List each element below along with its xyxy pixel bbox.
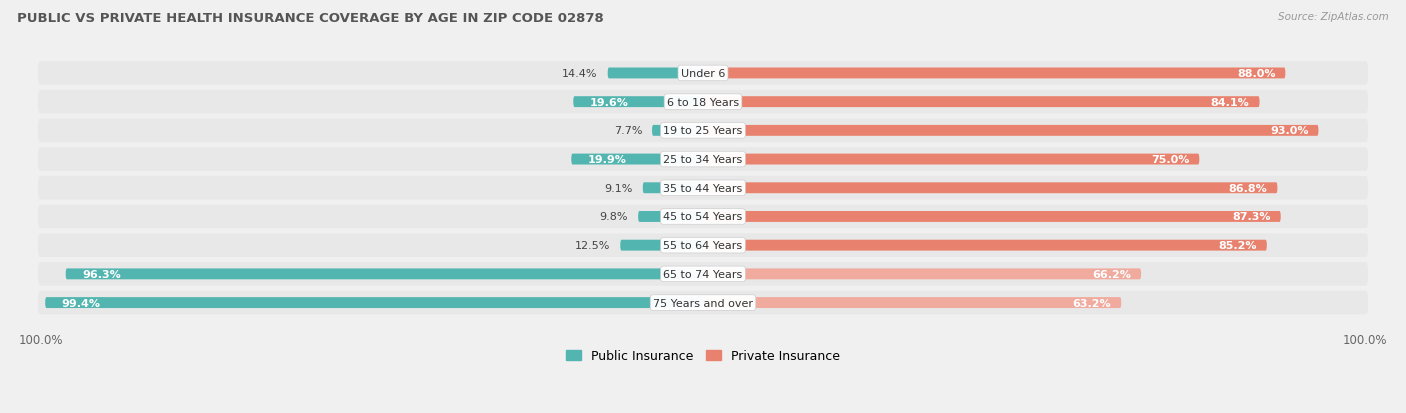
Text: 35 to 44 Years: 35 to 44 Years bbox=[664, 183, 742, 193]
Text: 93.0%: 93.0% bbox=[1270, 126, 1309, 136]
Text: 85.2%: 85.2% bbox=[1219, 241, 1257, 251]
Text: 19.9%: 19.9% bbox=[588, 155, 627, 165]
FancyBboxPatch shape bbox=[38, 177, 1368, 200]
FancyBboxPatch shape bbox=[607, 68, 703, 79]
FancyBboxPatch shape bbox=[638, 211, 703, 222]
FancyBboxPatch shape bbox=[38, 205, 1368, 229]
Text: 9.1%: 9.1% bbox=[605, 183, 633, 193]
FancyBboxPatch shape bbox=[620, 240, 703, 251]
Text: 45 to 54 Years: 45 to 54 Years bbox=[664, 212, 742, 222]
Text: 66.2%: 66.2% bbox=[1092, 269, 1132, 279]
Text: 84.1%: 84.1% bbox=[1211, 97, 1250, 107]
Text: 65 to 74 Years: 65 to 74 Years bbox=[664, 269, 742, 279]
Text: 7.7%: 7.7% bbox=[613, 126, 643, 136]
FancyBboxPatch shape bbox=[703, 240, 1267, 251]
Text: 9.8%: 9.8% bbox=[600, 212, 628, 222]
Text: 87.3%: 87.3% bbox=[1232, 212, 1271, 222]
FancyBboxPatch shape bbox=[643, 183, 703, 194]
FancyBboxPatch shape bbox=[38, 234, 1368, 257]
Text: 19 to 25 Years: 19 to 25 Years bbox=[664, 126, 742, 136]
FancyBboxPatch shape bbox=[571, 154, 703, 165]
Text: 25 to 34 Years: 25 to 34 Years bbox=[664, 155, 742, 165]
Text: 88.0%: 88.0% bbox=[1237, 69, 1275, 79]
FancyBboxPatch shape bbox=[703, 183, 1278, 194]
FancyBboxPatch shape bbox=[38, 291, 1368, 315]
FancyBboxPatch shape bbox=[38, 119, 1368, 143]
FancyBboxPatch shape bbox=[45, 297, 703, 308]
Text: 12.5%: 12.5% bbox=[575, 241, 610, 251]
FancyBboxPatch shape bbox=[38, 148, 1368, 171]
FancyBboxPatch shape bbox=[38, 91, 1368, 114]
FancyBboxPatch shape bbox=[652, 126, 703, 136]
FancyBboxPatch shape bbox=[66, 269, 703, 280]
Text: 14.4%: 14.4% bbox=[562, 69, 598, 79]
Text: Under 6: Under 6 bbox=[681, 69, 725, 79]
FancyBboxPatch shape bbox=[574, 97, 703, 108]
Text: 55 to 64 Years: 55 to 64 Years bbox=[664, 241, 742, 251]
FancyBboxPatch shape bbox=[703, 97, 1260, 108]
Text: Source: ZipAtlas.com: Source: ZipAtlas.com bbox=[1278, 12, 1389, 22]
FancyBboxPatch shape bbox=[703, 68, 1285, 79]
Text: 75 Years and over: 75 Years and over bbox=[652, 298, 754, 308]
Text: 63.2%: 63.2% bbox=[1073, 298, 1111, 308]
Text: 99.4%: 99.4% bbox=[62, 298, 101, 308]
Text: 75.0%: 75.0% bbox=[1152, 155, 1189, 165]
Text: 96.3%: 96.3% bbox=[83, 269, 121, 279]
FancyBboxPatch shape bbox=[703, 154, 1199, 165]
Text: 6 to 18 Years: 6 to 18 Years bbox=[666, 97, 740, 107]
FancyBboxPatch shape bbox=[703, 211, 1281, 222]
FancyBboxPatch shape bbox=[703, 297, 1121, 308]
Text: PUBLIC VS PRIVATE HEALTH INSURANCE COVERAGE BY AGE IN ZIP CODE 02878: PUBLIC VS PRIVATE HEALTH INSURANCE COVER… bbox=[17, 12, 603, 25]
FancyBboxPatch shape bbox=[703, 126, 1319, 136]
Legend: Public Insurance, Private Insurance: Public Insurance, Private Insurance bbox=[561, 344, 845, 367]
Text: 19.6%: 19.6% bbox=[591, 97, 628, 107]
FancyBboxPatch shape bbox=[703, 269, 1142, 280]
FancyBboxPatch shape bbox=[38, 62, 1368, 85]
Text: 86.8%: 86.8% bbox=[1229, 183, 1267, 193]
FancyBboxPatch shape bbox=[38, 263, 1368, 286]
